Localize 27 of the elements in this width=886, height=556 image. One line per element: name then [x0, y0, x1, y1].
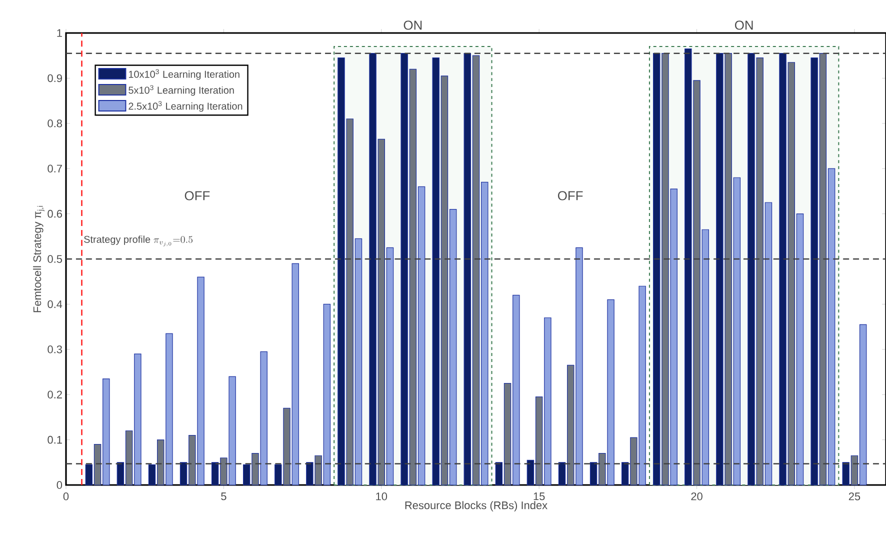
annotation: OFF: [558, 191, 583, 200]
legend-label: 2.5x10$^{3}$ Learning Iteration: [128, 101, 242, 112]
legend-label: 10x10$^{3}$ Learning Iteration: [128, 69, 240, 80]
x-tick-label: 10: [376, 492, 388, 500]
y-tick-label: 0.5: [48, 255, 62, 263]
legend-label: 5x10$^{3}$ Learning Iteration: [128, 85, 234, 96]
x-tick-label: 0: [63, 492, 69, 500]
y-tick-label: 0.7: [48, 164, 62, 172]
y-tick-label: 0.8: [48, 120, 62, 128]
y-tick-label: 0.1: [48, 436, 62, 444]
x-tick-label: 15: [534, 492, 545, 500]
y-tick-label: 1: [57, 29, 62, 37]
y-tick-label: 0.9: [48, 74, 62, 82]
x-axis-title: Resource Blocks (RBs) Index: [405, 501, 548, 512]
y-tick-label: 0.2: [48, 390, 62, 398]
y-axis-title: Femtocell Strategy π$_{j,i}$: [33, 206, 44, 312]
band-label: ON: [734, 20, 753, 30]
y-tick-label: 0.6: [48, 210, 62, 218]
annotation: $\mathrm{Strategy\ profile}\ \pi_{v_{j,0}}{=}0.5$: [84, 236, 193, 246]
y-tick-label: 0.3: [48, 346, 62, 354]
y-tick-label: 0: [56, 481, 62, 489]
x-tick-label: 25: [848, 492, 860, 500]
band-label: ON: [404, 20, 422, 30]
x-tick-label: 20: [691, 492, 702, 500]
y-tick-label: 0.4: [48, 300, 62, 308]
x-tick-label: 5: [221, 492, 226, 500]
annotation: OFF: [184, 191, 210, 200]
